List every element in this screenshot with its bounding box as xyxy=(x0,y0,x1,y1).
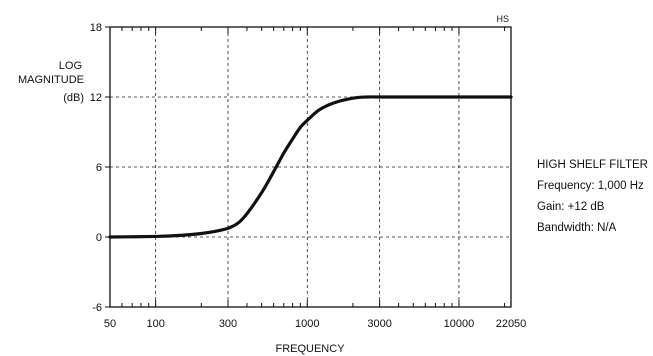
label-layer: 18 12 6 0 -650 100 300 1000 3000 10000 22050 xyxy=(90,22,527,330)
x-tick-label: 300 xyxy=(219,318,237,330)
corner-label: HS xyxy=(496,14,509,24)
y-tick-label: 6 xyxy=(96,162,102,174)
tick-layer xyxy=(105,26,506,308)
x-tick-label: 1000 xyxy=(295,318,319,330)
plot-frame xyxy=(109,26,512,308)
curve-layer xyxy=(108,95,513,239)
info-title: HIGH SHELF FILTER xyxy=(537,159,648,171)
x-tick-label: 100 xyxy=(146,318,164,330)
info-bandwidth: Bandwidth: N/A xyxy=(537,222,617,234)
info-gain: Gain: +12 dB xyxy=(537,201,605,213)
y-tick-label: 0 xyxy=(96,232,102,244)
x-tick-label: 22050 xyxy=(496,318,527,330)
y-tick-label: 12 xyxy=(90,92,102,104)
x-tick-label: 50 xyxy=(104,318,116,330)
y-tick-label: 18 xyxy=(90,22,102,34)
y-tick-label: -6 xyxy=(92,302,102,314)
y-axis-label-line-2: MAGNITUDE xyxy=(18,74,84,86)
y-axis-label-line-1: LOG xyxy=(59,60,82,72)
info-frequency: Frequency: 1,000 Hz xyxy=(537,180,644,192)
x-tick-label: 10000 xyxy=(444,318,475,330)
grid-layer xyxy=(110,27,511,307)
x-tick-label: 3000 xyxy=(367,318,391,330)
series-line xyxy=(108,95,513,239)
x-axis-label: FREQUENCY xyxy=(275,343,345,355)
y-axis-label-line-3: (dB) xyxy=(63,92,84,104)
